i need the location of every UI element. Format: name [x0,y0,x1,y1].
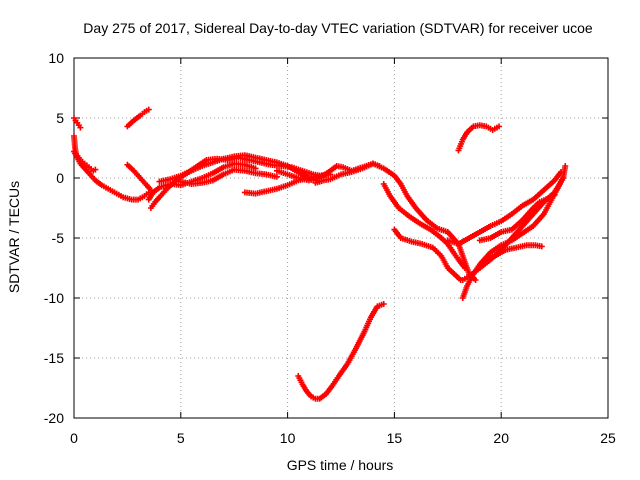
grid-lines [74,58,608,418]
x-tick-label: 25 [600,430,616,446]
axis-ticks: 0 5 10 15 20 25 -20 -15 -10 -5 0 5 10 [44,50,616,446]
y-tick-label: 0 [56,170,64,186]
x-axis-label: GPS time / hours [287,457,394,473]
data-point [145,106,152,113]
chart-title: Day 275 of 2017, Sidereal Day-to-day VTE… [83,20,593,36]
series-arc12 [312,160,479,283]
y-tick-label: -15 [44,350,64,366]
data-point [472,277,479,283]
y-tick-label: -20 [44,410,64,426]
series-arc5 [124,106,152,130]
data-point [273,173,280,180]
data-point [380,301,387,307]
x-tick-label: 15 [387,430,403,446]
x-tick-label: 5 [177,430,185,446]
series-arc4 [124,161,154,193]
data-point [77,124,84,131]
series-arc20 [459,163,569,283]
y-tick-label: -5 [52,230,65,246]
series-arc21 [455,122,503,154]
series-arc1 [71,115,84,131]
data-point [92,166,99,173]
series-arc14 [391,226,464,283]
x-tick-label: 0 [70,430,78,446]
x-tick-label: 10 [280,430,296,446]
data-point [538,243,545,250]
data-point [496,123,503,130]
x-tick-label: 20 [493,430,509,446]
y-tick-label: 10 [48,50,64,66]
series-arc13 [380,181,468,271]
series-arc8 [156,152,323,185]
series-arc6 [145,160,259,203]
series-arc15 [295,301,387,402]
data-series [71,106,569,402]
series-arc3 [71,148,152,203]
y-tick-label: -10 [44,290,64,306]
series-arc17 [444,169,565,247]
y-tick-label: 5 [56,110,64,126]
series-arc9 [177,166,280,187]
data-point [562,163,569,169]
data-point [461,265,468,271]
y-axis-label: SDTVAR / TECUs [6,181,22,293]
